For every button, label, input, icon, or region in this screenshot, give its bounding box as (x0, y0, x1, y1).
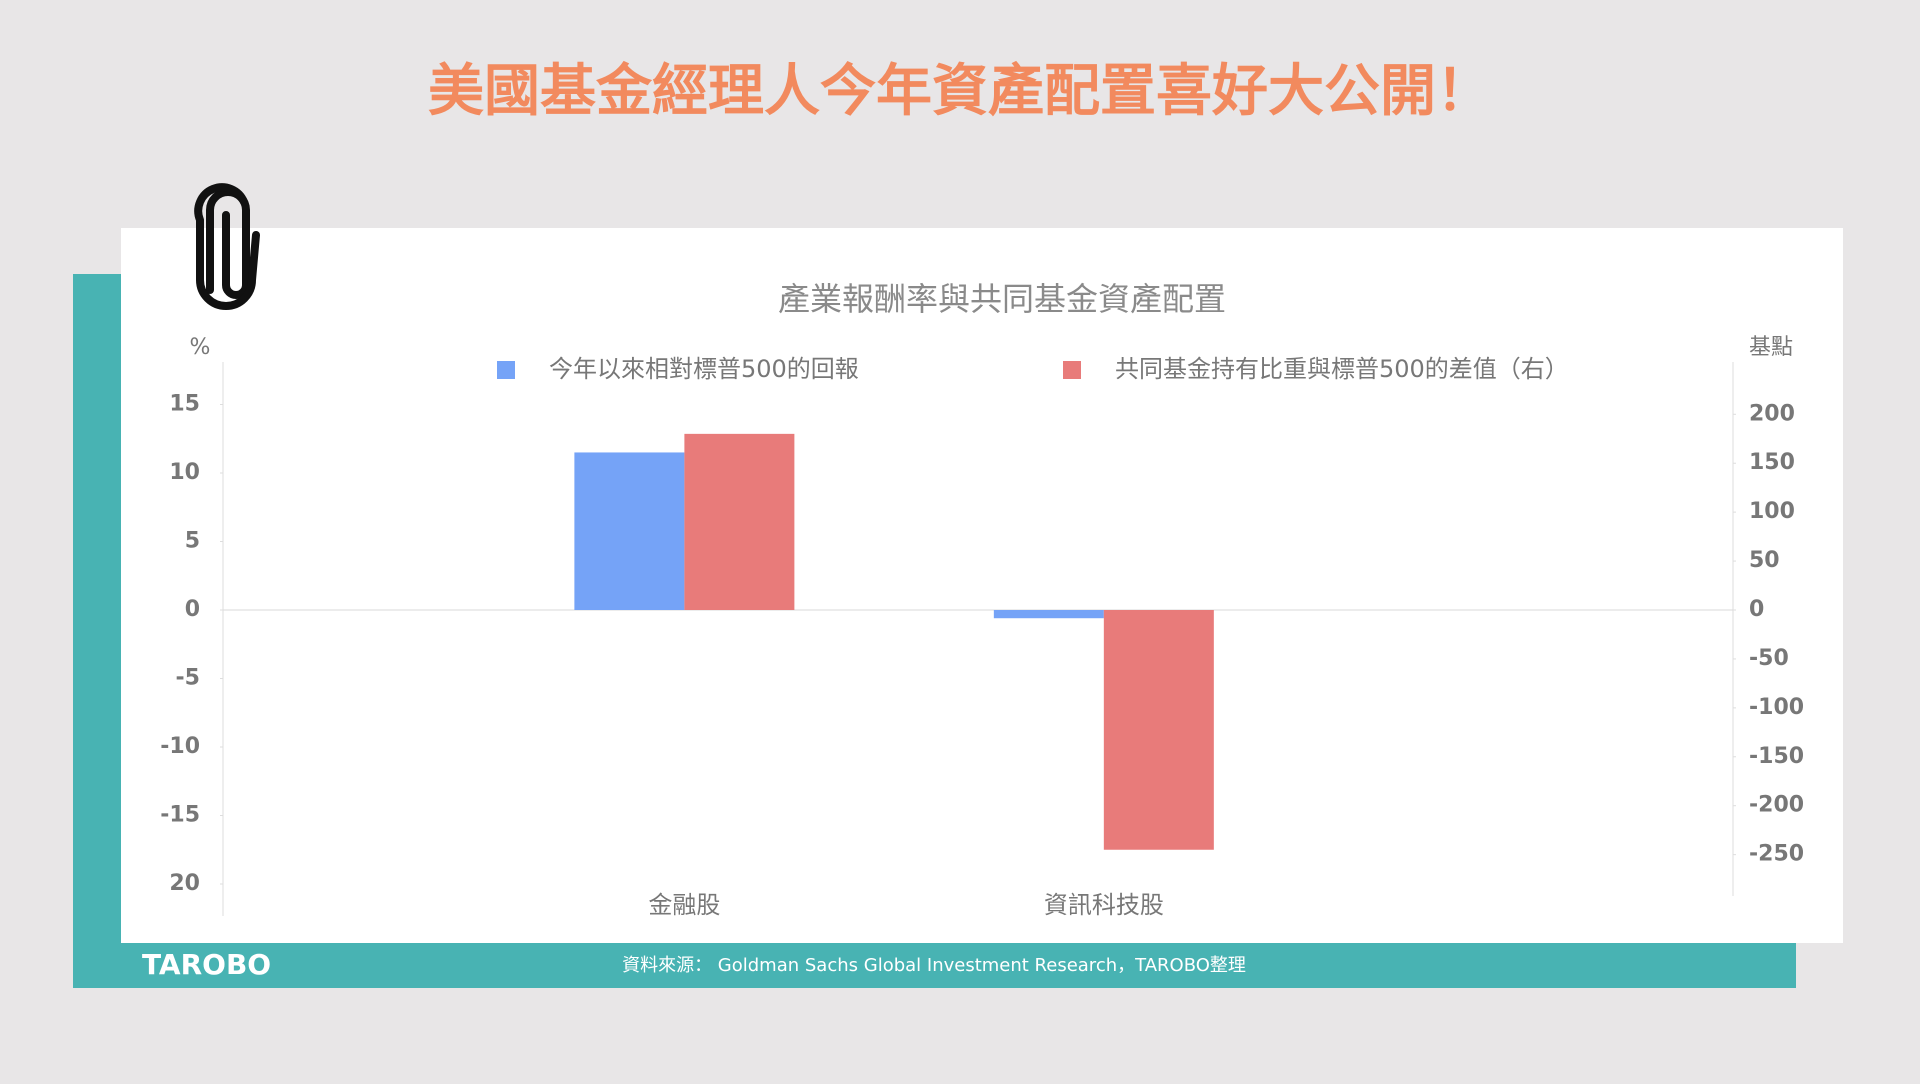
y2-tick-label: -50 (1749, 646, 1789, 671)
y2-axis-label: 基點 (1749, 335, 1793, 360)
source-note: 資料來源： Goldman Sachs Global Investment Re… (622, 955, 1246, 976)
y2-tick-label: -200 (1749, 793, 1804, 818)
y2-tick-label: 50 (1749, 548, 1780, 573)
y-tick-label: 20 (169, 871, 200, 896)
y2-tick-label: 100 (1749, 499, 1795, 524)
y-tick-label: 5 (185, 529, 200, 554)
legend-swatch (1063, 361, 1081, 379)
bar (993, 610, 1104, 619)
y-tick-label: 10 (169, 460, 200, 485)
y2-tick-label: -100 (1749, 695, 1804, 720)
legend-label: 共同基金持有比重與標普500的差值（右） (1115, 355, 1569, 383)
y-tick-label: -15 (160, 803, 200, 828)
paperclip (206, 188, 250, 299)
x-tick-label: 資訊科技股 (1044, 891, 1164, 919)
footer-band (73, 943, 1796, 988)
legend-swatch (497, 361, 515, 379)
y2-tick-label: -250 (1749, 842, 1804, 867)
y2-tick-label: 0 (1749, 597, 1764, 622)
y2-tick-label: -150 (1749, 744, 1804, 769)
y-tick-label: -5 (176, 666, 200, 691)
y2-tick-label: 150 (1749, 450, 1795, 475)
bar (684, 433, 795, 610)
y-tick-label: 15 (169, 392, 200, 417)
logo: TAROBO (142, 948, 271, 981)
legend-label: 今年以來相對標普500的回報 (549, 355, 859, 383)
y-tick-label: -10 (160, 734, 200, 759)
page-title: 美國基金經理人今年資產配置喜好大公開！ (428, 59, 1492, 124)
bar (574, 452, 685, 610)
bar (1103, 610, 1214, 850)
chart-title: 產業報酬率與共同基金資產配置 (778, 280, 1226, 318)
y2-tick-label: 200 (1749, 401, 1795, 426)
paperclip-outer (194, 183, 260, 310)
y-tick-label: 0 (185, 597, 200, 622)
x-tick-label: 金融股 (648, 891, 720, 919)
chart-card (121, 228, 1843, 943)
y-axis-label: % (190, 335, 211, 360)
